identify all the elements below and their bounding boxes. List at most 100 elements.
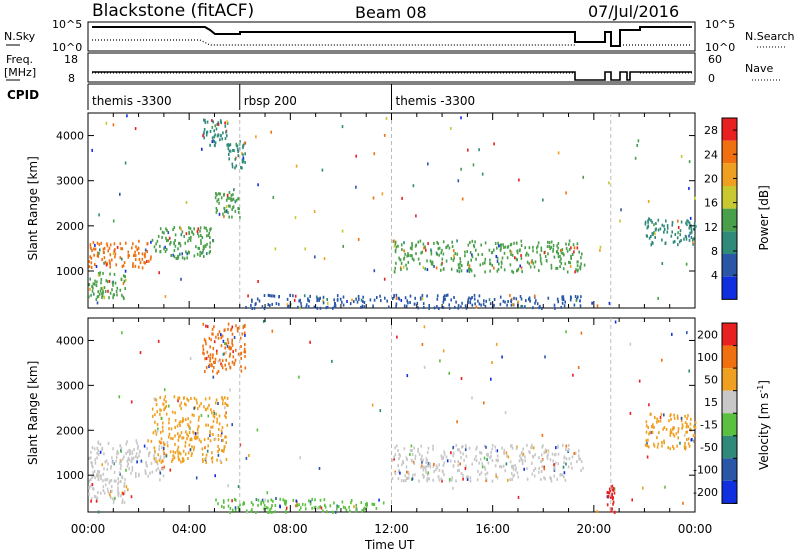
- scatter-cell: [427, 462, 430, 466]
- scatter-noise: [501, 355, 503, 359]
- scatter-cell: [518, 249, 521, 253]
- scatter-cell: [413, 446, 415, 450]
- scatter-cell: [481, 462, 483, 466]
- scatter-cell: [94, 279, 96, 283]
- scatter-cell: [384, 296, 386, 300]
- scatter-cell: [479, 263, 482, 267]
- scatter-cell: [461, 301, 463, 305]
- scatter-cell: [571, 253, 574, 256]
- scatter-cell: [480, 303, 482, 307]
- colorbar-swatch: [722, 208, 737, 232]
- scatter-cell: [355, 503, 357, 507]
- scatter-cell: [185, 250, 187, 254]
- scatter-noise: [130, 495, 133, 499]
- scatter-cell: [686, 417, 688, 421]
- scatter-cell: [311, 506, 313, 510]
- scatter-cell: [559, 473, 561, 477]
- scatter-cell: [240, 345, 242, 348]
- scatter-cell: [198, 404, 201, 408]
- scatter-cell: [210, 457, 213, 461]
- scatter-cell: [166, 441, 169, 444]
- scatter-cell: [541, 453, 543, 457]
- scatter-cell: [91, 461, 93, 465]
- scatter-cell: [526, 260, 529, 264]
- scatter-cell: [96, 473, 98, 477]
- scatter-cell: [251, 508, 253, 512]
- scatter-cell: [221, 334, 224, 338]
- scatter-cell: [161, 445, 163, 449]
- scatter-cell: [464, 448, 467, 452]
- scatter-cell: [200, 251, 203, 255]
- scatter-cell: [650, 243, 652, 247]
- scatter-cell: [220, 344, 223, 348]
- scatter-cell: [102, 479, 104, 483]
- scatter-cell: [476, 445, 478, 449]
- scatter-noise: [608, 181, 610, 185]
- scatter-cell: [530, 260, 533, 264]
- scatter-cell: [498, 244, 500, 248]
- scatter-cell: [149, 257, 152, 261]
- scatter-cell: [300, 301, 302, 305]
- scatter-cell: [241, 166, 243, 170]
- scatter-cell: [225, 435, 227, 439]
- scatter-cell: [216, 371, 218, 375]
- scatter-cell: [96, 456, 98, 460]
- scatter-cell: [510, 253, 512, 256]
- scatter-noise: [450, 127, 452, 130]
- scatter-cell: [612, 486, 615, 490]
- scatter-cell: [243, 331, 246, 335]
- scatter-cell: [198, 438, 201, 442]
- scatter-cell: [654, 228, 657, 232]
- scatter-noise: [448, 371, 450, 375]
- scatter-cell: [223, 447, 225, 451]
- scatter-cell: [231, 360, 234, 364]
- scatter-cell: [208, 396, 211, 400]
- scatter-cell: [123, 482, 126, 485]
- scatter-cell: [240, 166, 242, 169]
- scatter-cell: [121, 257, 123, 261]
- scatter-cell: [131, 451, 134, 455]
- scatter-cell: [255, 498, 258, 502]
- scatter-cell: [459, 262, 461, 266]
- scatter-cell: [355, 507, 358, 511]
- scatter-cell: [426, 450, 429, 454]
- scatter-cell: [412, 473, 414, 477]
- scatter-cell: [441, 479, 443, 483]
- scatter-cell: [520, 256, 523, 260]
- nsky-tick-bottom: 10^0: [52, 41, 82, 54]
- scatter-cell: [212, 353, 214, 357]
- scatter-cell: [217, 333, 219, 336]
- scatter-cell: [562, 465, 565, 469]
- scatter-noise: [636, 144, 638, 147]
- colorbar-tick-label: 8: [711, 245, 718, 258]
- scatter-cell: [214, 144, 216, 148]
- scatter-cell: [88, 283, 91, 287]
- scatter-cell: [526, 443, 528, 447]
- scatter-cell: [90, 478, 92, 481]
- scatter-cell: [422, 458, 424, 462]
- scatter-cell: [126, 459, 129, 463]
- scatter-cell: [517, 300, 519, 304]
- scatter-cell: [470, 269, 473, 273]
- scatter-cell: [177, 399, 179, 403]
- scatter-cell: [209, 241, 211, 245]
- scatter-cell: [165, 412, 168, 416]
- scatter-cell: [203, 118, 205, 122]
- scatter-cell: [533, 265, 536, 269]
- scatter-cell: [471, 255, 474, 259]
- scatter-noise: [647, 199, 650, 203]
- scatter-cell: [159, 471, 162, 475]
- scatter-cell: [193, 445, 195, 449]
- scatter-cell: [236, 329, 239, 333]
- scatter-cell: [150, 462, 153, 465]
- scatter-cell: [116, 449, 118, 453]
- scatter-cell: [580, 460, 583, 464]
- scatter-cell: [394, 453, 397, 457]
- scatter-cell: [201, 236, 204, 239]
- scatter-noise: [105, 121, 108, 125]
- scatter-noise: [396, 335, 398, 339]
- scatter-cell: [424, 466, 426, 470]
- scatter-cell: [437, 475, 440, 479]
- scatter-cell: [90, 497, 93, 501]
- scatter-cell: [467, 298, 469, 302]
